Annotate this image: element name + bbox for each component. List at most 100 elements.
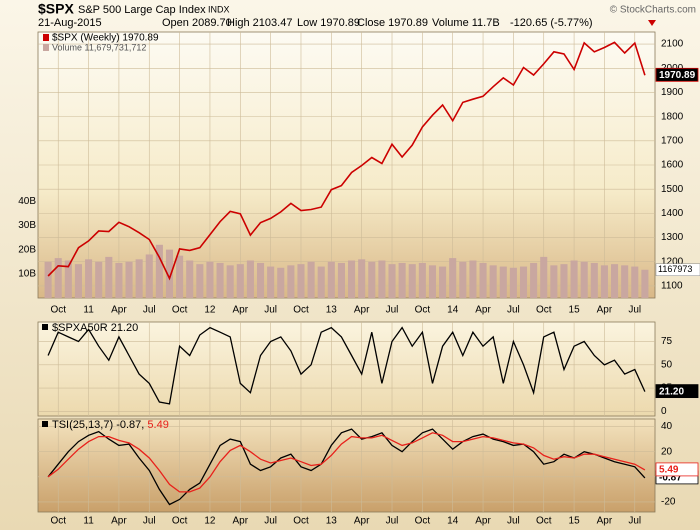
volume-bar: [115, 262, 123, 298]
legend-swatch: [43, 34, 49, 41]
volume: Volume 11.7B: [432, 17, 500, 29]
volume-bar: [307, 261, 315, 298]
last-value-box: [655, 67, 699, 82]
volume-bar: [580, 261, 588, 298]
y-tick-label: 50: [661, 359, 673, 370]
y2-tick-label: 10B: [18, 268, 36, 279]
down-arrow: [648, 20, 656, 26]
volume-bar: [439, 266, 447, 298]
volume-bar: [186, 260, 194, 298]
x-tick-label: Oct: [50, 516, 66, 527]
volume-bar: [287, 265, 295, 298]
legend-swatch: [42, 324, 48, 330]
volume-bar: [378, 260, 386, 298]
volume-bar: [570, 260, 578, 298]
tsi-title: TSI(25,13,7): [52, 419, 113, 431]
signal-value: 5.49: [147, 419, 168, 431]
x-tick-label: 14: [447, 516, 459, 527]
x-tick-label: 11: [83, 516, 94, 527]
y-tick-label: 75: [661, 336, 673, 347]
volume-bar: [256, 262, 265, 298]
volume-bar: [509, 267, 517, 298]
volume-bar: [398, 262, 406, 298]
x-tick-label: Oct: [172, 516, 188, 527]
x-tick-label: 15: [569, 516, 581, 527]
volume-bar: [155, 244, 163, 298]
low: Low 1970.89: [297, 17, 360, 29]
change: -120.65 (-5.77%): [510, 17, 593, 29]
y-tick-label: 0: [661, 406, 667, 417]
x-tick-label: Jul: [143, 305, 156, 316]
close: Close 1970.89: [357, 17, 428, 29]
x-tick-label: Apr: [475, 516, 491, 527]
x-tick-label: Jul: [264, 305, 277, 316]
last-value-label: 21.20: [659, 386, 684, 397]
x-tick-label: Jul: [628, 305, 641, 316]
volume-bar: [418, 262, 426, 298]
x-tick-label: 13: [326, 516, 338, 527]
volume-bar: [348, 260, 356, 298]
x-tick-label: 14: [447, 305, 459, 316]
volume-bar: [236, 264, 244, 298]
volume-bar: [206, 261, 214, 298]
marks: Oct Oct 11 11 Apr Apr Jul Jul Oct Oct 12 12 Apr Apr Ju…: [18, 32, 700, 527]
x-tick-label: Oct: [172, 305, 188, 316]
last-value-label: 1970.89: [659, 70, 696, 81]
x-tick-label: Apr: [111, 516, 127, 527]
volume-bar: [358, 259, 366, 298]
symbol: $SPX: [38, 1, 74, 17]
volume-bar: [74, 264, 82, 298]
last-value-label: 5.49: [659, 465, 679, 476]
x-tick-label: Jul: [507, 516, 520, 527]
volume-bar: [95, 261, 103, 298]
volume-bar: [277, 267, 285, 298]
x-tick-label: Apr: [233, 305, 249, 316]
x-tick-label: 12: [204, 516, 216, 527]
volume-bar: [226, 265, 234, 298]
volume-bar: [621, 265, 629, 298]
x-tick-label: Oct: [415, 516, 431, 527]
series-line: [47, 428, 646, 506]
x-tick-label: Apr: [354, 305, 370, 316]
y-tick-label: 1700: [661, 135, 684, 146]
series-line: [47, 326, 646, 405]
y-tick-label: 1900: [661, 87, 684, 98]
volume-bar: [85, 259, 93, 298]
x-tick-label: Apr: [475, 305, 491, 316]
x-tick-label: Apr: [111, 305, 127, 316]
last-value-box: [655, 384, 699, 399]
x-tick-label: 15: [569, 305, 581, 316]
volume-bar: [530, 262, 538, 298]
volume-bar: [408, 264, 416, 298]
volume-bar: [44, 261, 52, 298]
x-tick-label: Apr: [233, 516, 249, 527]
y-tick-label: 1800: [661, 111, 684, 122]
legend-breadth: $SPXA50R 21.20: [52, 322, 138, 334]
volume-bar: [499, 266, 507, 298]
volume-bar: [64, 260, 72, 298]
volume-bar: [145, 254, 153, 298]
y2-tick-label: 30B: [18, 220, 36, 231]
x-tick-label: Jul: [628, 516, 641, 527]
volume-bar: [327, 261, 335, 298]
volume-bar: [489, 265, 497, 298]
volume-bar: [449, 258, 457, 298]
y-tick-label: 1100: [661, 281, 683, 292]
x-tick-label: Jul: [507, 305, 520, 316]
breadth-panel: [37, 321, 656, 417]
tsi-value: -0.87: [116, 419, 141, 431]
volume-bar: [550, 265, 558, 298]
date: 21-Aug-2015: [38, 17, 102, 29]
x-tick-label: 11: [83, 305, 94, 316]
legend-price: $SPX (Weekly) 1970.89: [52, 33, 159, 44]
volume-bar: [590, 262, 598, 298]
y-tick-label: 20: [661, 446, 673, 457]
volume-bar: [54, 258, 62, 298]
x-tick-label: Jul: [264, 516, 277, 527]
last-value-box: [655, 263, 700, 277]
y-tick-label: -20: [661, 497, 676, 508]
x-tick-label: Oct: [50, 305, 66, 316]
volume-bar: [600, 265, 608, 298]
y-tick-label: 2100: [661, 39, 684, 50]
